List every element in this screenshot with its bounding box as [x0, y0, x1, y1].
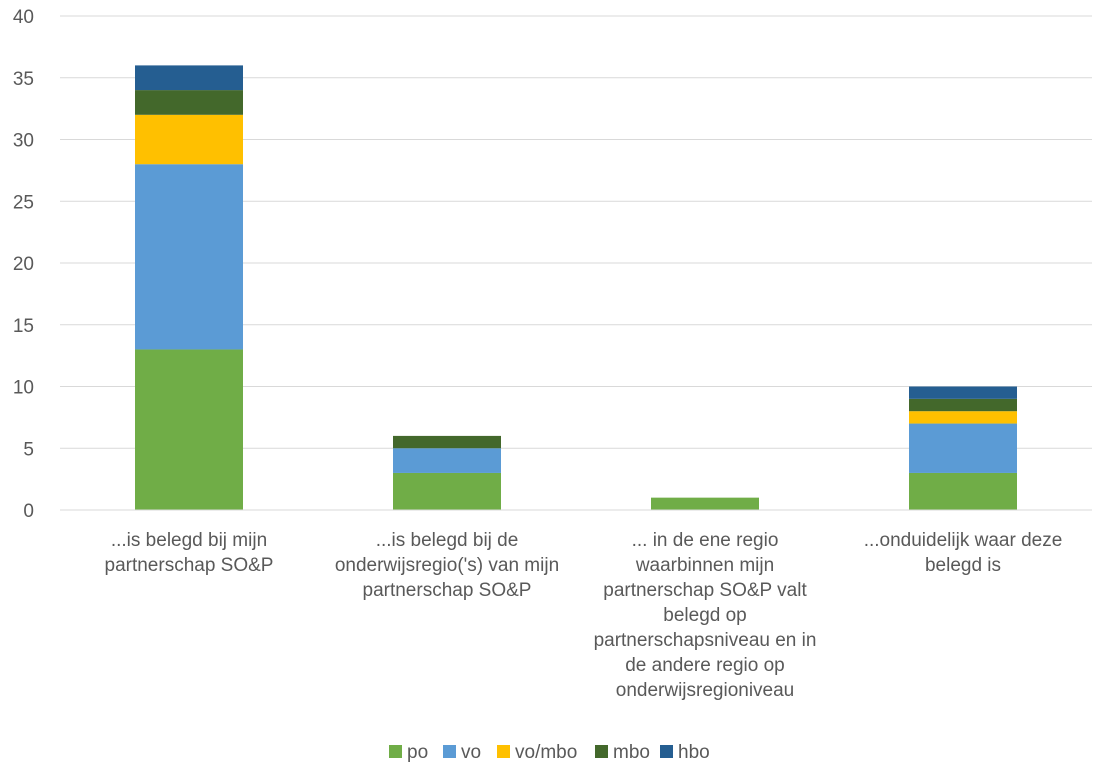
legend-swatch	[660, 745, 673, 758]
y-axis-tick-labels: 0 5 10 15 20 25 30 35 40	[13, 7, 34, 522]
bar-segment-vo-mbo-cat-1	[135, 114, 243, 165]
bar-segment-po-cat-3	[651, 497, 759, 510]
category-label-line: onderwijsregio('s) van mijn	[335, 555, 559, 576]
legend-item-mbo: mbo	[595, 742, 650, 763]
category-label-line: waarbinnen mijn	[635, 555, 774, 576]
bar-segment-mbo-cat-2	[393, 435, 501, 449]
bars	[135, 65, 1017, 510]
legend-label: vo	[461, 742, 481, 763]
bar-segment-hbo-cat-1	[135, 65, 243, 91]
bar-segment-po-cat-1	[135, 349, 243, 510]
category-label-line: ...is belegd bij de	[376, 530, 519, 551]
bar-segment-mbo-cat-4	[909, 398, 1017, 412]
legend-item-po: po	[389, 742, 428, 763]
bar-segment-vo-cat-4	[909, 423, 1017, 473]
category-label-line: partnerschap SO&P	[105, 555, 274, 576]
category-label: ...is belegd bij mijn partnerschap SO&P	[105, 530, 274, 576]
y-tick-label: 35	[13, 69, 34, 90]
category-label: ... in de ene regio waarbinnen mijn partne…	[594, 530, 817, 701]
y-tick-label: 40	[13, 7, 34, 28]
bar-segment-vo-cat-2	[393, 448, 501, 473]
legend-swatch	[595, 745, 608, 758]
legend-label: po	[407, 742, 428, 763]
legend-label: vo/mbo	[515, 742, 577, 763]
legend-swatch	[389, 745, 402, 758]
y-tick-label: 20	[13, 254, 34, 275]
bar-segment-vo-mbo-cat-4	[909, 411, 1017, 424]
category-label-line: partnerschapsniveau en in	[594, 630, 817, 651]
category-label-line: ...is belegd bij mijn	[111, 530, 267, 551]
category-label-line: ...onduidelijk waar deze	[864, 530, 1063, 551]
category-label: ...is belegd bij de onderwijsregio('s) va…	[335, 530, 559, 601]
category-label: ...onduidelijk waar deze belegd is	[864, 530, 1063, 576]
y-tick-label: 15	[13, 316, 34, 337]
category-label-line: de andere regio op	[625, 655, 785, 676]
bar-segment-vo-cat-1	[135, 164, 243, 350]
bar-segment-po-cat-2	[393, 472, 501, 510]
category-label-line: partnerschap SO&P	[363, 580, 532, 601]
y-tick-label: 10	[13, 378, 34, 399]
legend-swatch	[443, 745, 456, 758]
bar-segment-hbo-cat-4	[909, 386, 1017, 399]
y-tick-label: 30	[13, 131, 34, 152]
legend-item-vo-mbo: vo/mbo	[497, 742, 577, 763]
y-tick-label: 25	[13, 192, 34, 213]
legend-item-vo: vo	[443, 742, 481, 763]
y-tick-label: 5	[23, 439, 34, 460]
legend-swatch	[497, 745, 510, 758]
bar-segment-mbo-cat-1	[135, 90, 243, 115]
category-label-line: partnerschap SO&P valt	[603, 580, 807, 601]
legend: po vo vo/mbo mbo hbo	[389, 742, 710, 763]
legend-item-hbo: hbo	[660, 742, 710, 763]
category-label-line: ... in de ene regio	[632, 530, 779, 551]
category-label-line: belegd is	[925, 555, 1001, 576]
legend-label: hbo	[678, 742, 710, 763]
x-axis-category-labels: ...is belegd bij mijn partnerschap SO&P..…	[105, 530, 1063, 701]
y-tick-label: 0	[23, 501, 34, 522]
bar-segment-po-cat-4	[909, 472, 1017, 510]
category-label-line: onderwijsregioniveau	[616, 680, 795, 701]
legend-label: mbo	[613, 742, 650, 763]
category-label-line: belegd op	[663, 605, 746, 626]
